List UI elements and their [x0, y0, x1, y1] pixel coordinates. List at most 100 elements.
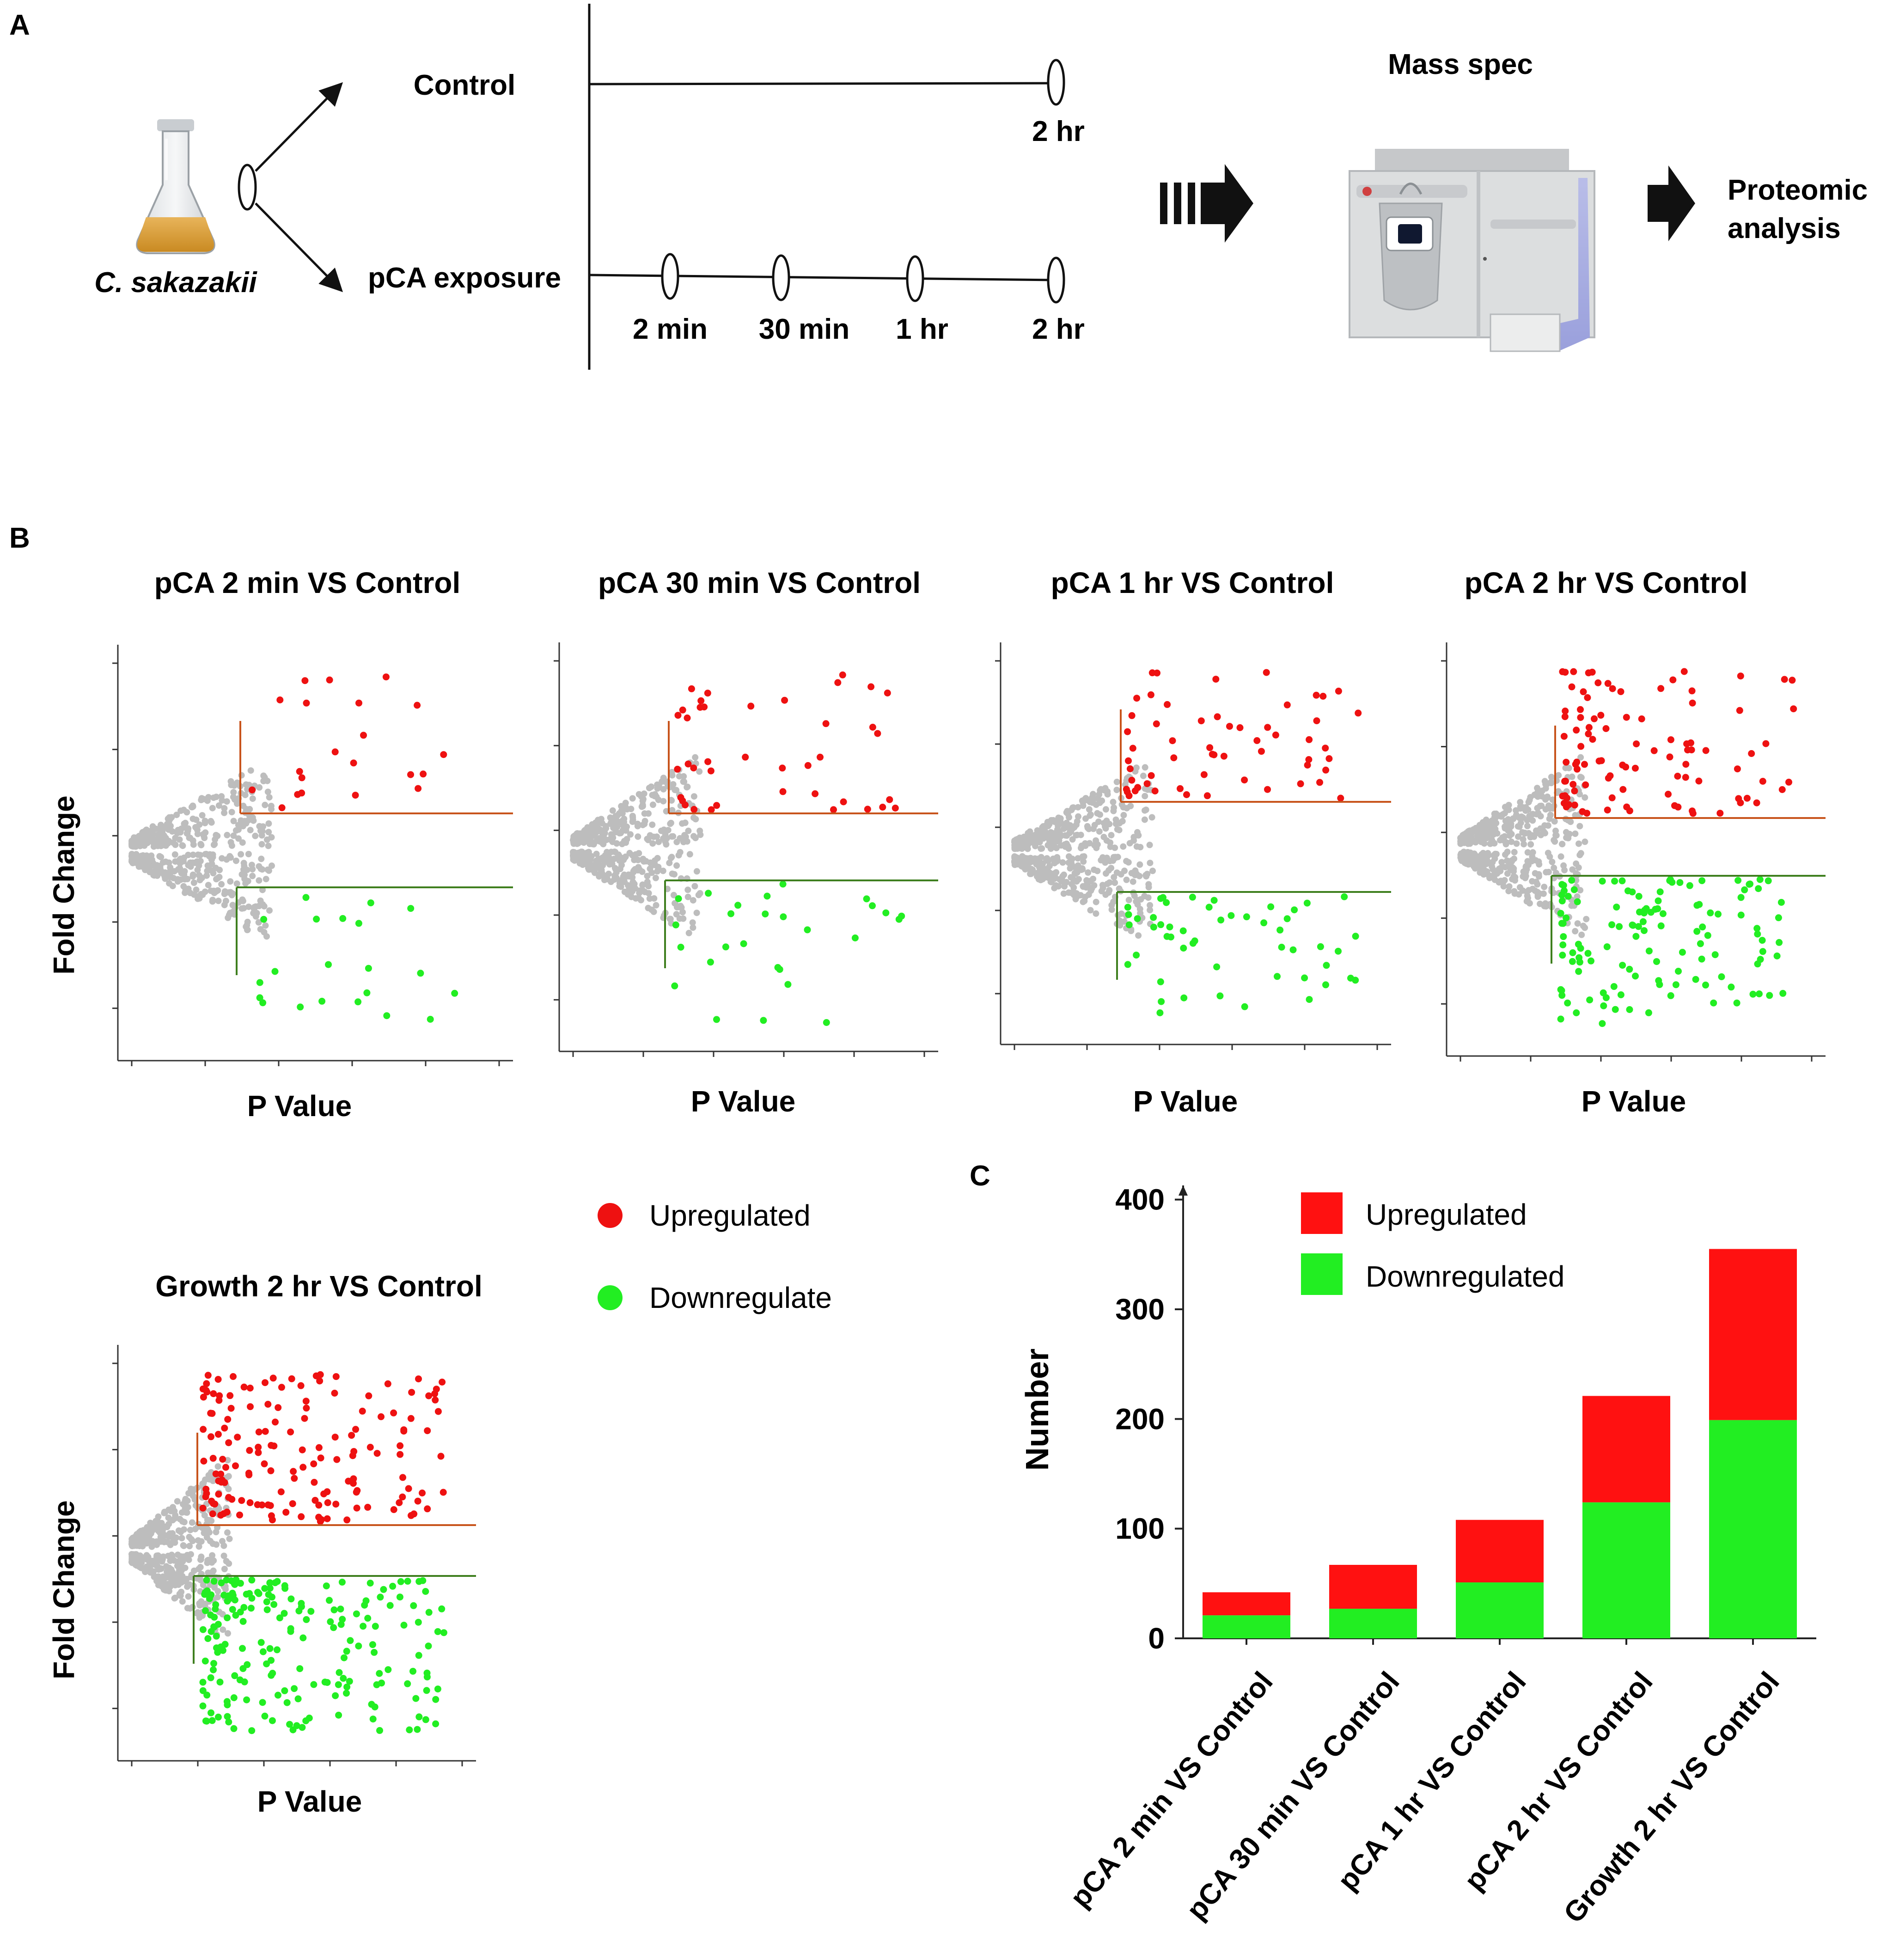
volcano-point-ns	[1555, 772, 1562, 779]
xlabel-2: P Value	[1133, 1085, 1238, 1118]
volcano-point-up	[674, 765, 681, 773]
volcano-point-up	[331, 1434, 339, 1441]
volcano-point-down	[275, 1691, 281, 1699]
volcano-point-down	[1557, 986, 1564, 993]
volcano-point-ns	[684, 893, 691, 900]
volcano-point-ns	[238, 905, 245, 912]
volcano-point-down	[1335, 947, 1342, 955]
volcano-point-ns	[157, 1555, 164, 1562]
volcano-point-ns	[1070, 884, 1077, 891]
volcano-point-ns	[189, 859, 196, 866]
volcano-point-up	[232, 1462, 239, 1470]
legend-up-label: Upregulated	[649, 1199, 811, 1232]
volcano-point-ns	[1029, 867, 1036, 873]
volcano-point-up	[1574, 765, 1581, 773]
volcano-point-down	[383, 1012, 391, 1020]
volcano-point-ns	[187, 1526, 194, 1533]
volcano-point-ns	[230, 794, 237, 800]
volcano-point-up	[679, 706, 686, 714]
volcano-point-ns	[257, 898, 264, 904]
panel-a-label: A	[9, 9, 30, 41]
mass-spec-label: Mass spec	[1388, 49, 1533, 80]
volcano-point-up	[1743, 794, 1751, 802]
volcano-point-down	[287, 1595, 295, 1603]
volcano-point-ns	[154, 839, 161, 846]
volcano-point-down	[1632, 972, 1639, 980]
volcano-point-down	[1776, 939, 1783, 946]
volcano-point-ns	[188, 1485, 195, 1492]
volcano-point-ns	[649, 801, 656, 808]
volcano-point-down	[1692, 976, 1699, 983]
volcano-point-up	[440, 751, 447, 758]
volcano-point-ns	[654, 855, 661, 861]
volcano-title-2: pCA 1 hr VS Control	[1051, 566, 1334, 599]
volcano-point-ns	[670, 891, 677, 898]
volcano-point-ns	[667, 916, 674, 922]
volcano-point-down	[1618, 877, 1626, 885]
volcano-point-down	[281, 1610, 288, 1617]
volcano-point-up	[1604, 680, 1612, 687]
volcano-point-ns	[1504, 849, 1511, 855]
volcano-point-down	[1632, 933, 1640, 940]
volcano-point-up	[299, 1446, 306, 1453]
volcano-point-up	[867, 683, 875, 690]
volcano-point-up	[684, 760, 692, 768]
volcano-point-ns	[153, 862, 160, 869]
volcano-point-ns	[208, 854, 215, 861]
volcano-point-down	[293, 1722, 300, 1729]
volcano-point-up	[804, 762, 812, 769]
volcano-point-up	[1623, 714, 1630, 721]
volcano-point-down	[1558, 897, 1566, 904]
volcano-point-down	[423, 1669, 431, 1677]
volcano-point-ns	[618, 858, 625, 865]
volcano-point-ns	[684, 783, 691, 790]
volcano-point-ns	[1125, 897, 1132, 904]
volcano-point-down	[219, 1647, 226, 1654]
volcano-point-up	[209, 1454, 217, 1462]
volcano-point-up	[214, 1431, 222, 1438]
volcano-point-up	[1304, 762, 1311, 769]
volcano-point-down	[214, 1649, 221, 1656]
volcano-point-down	[241, 1678, 248, 1685]
volcano-point-up	[238, 1497, 245, 1504]
volcano-point-up	[204, 1372, 212, 1379]
volcano-point-ns	[185, 1593, 192, 1600]
volcano-point-up	[216, 1392, 223, 1399]
volcano-point-ns	[182, 889, 189, 896]
volcano-point-ns	[130, 1551, 137, 1558]
volcano-point-up	[203, 1380, 210, 1387]
volcano-point-down	[256, 979, 263, 986]
volcano-point-up	[1778, 786, 1786, 793]
volcano-point-ns	[241, 875, 248, 882]
volcano-point-down	[1653, 958, 1660, 965]
volcano-point-ns	[143, 1538, 150, 1545]
volcano-point-ns	[1472, 824, 1479, 831]
volcano-point-ns	[159, 828, 166, 835]
volcano-point-up	[1561, 713, 1569, 720]
volcano-point-down	[259, 1699, 266, 1706]
volcano-point-ns	[1035, 837, 1042, 843]
volcano-point-down	[1558, 881, 1566, 888]
volcano-point-up	[240, 1383, 248, 1391]
volcano-point-down	[1667, 992, 1674, 999]
volcano-point-ns	[137, 1535, 144, 1542]
volcano-point-ns	[1548, 774, 1555, 781]
volcano-point-down	[1243, 913, 1250, 921]
volcano-point-down	[1205, 904, 1213, 911]
volcano-point-ns	[225, 1630, 231, 1637]
volcano-point-ns	[178, 1553, 185, 1560]
volcano-point-ns	[639, 881, 646, 888]
volcano-point-ns	[685, 929, 692, 936]
volcano-point-up	[1638, 715, 1645, 722]
volcano-point-up	[834, 679, 842, 686]
volcano-point-up	[408, 1389, 415, 1396]
volcano-point-ns	[1117, 922, 1124, 929]
volcano-point-down	[404, 1577, 411, 1585]
volcano-point-up	[840, 798, 847, 806]
volcano-point-down	[294, 1695, 302, 1703]
volcano-point-up	[287, 1429, 294, 1435]
volcano-point-up	[1313, 717, 1320, 725]
volcano-point-ns	[1572, 830, 1579, 837]
volcano-point-down	[224, 1713, 231, 1720]
volcano-point-ns	[238, 822, 244, 829]
